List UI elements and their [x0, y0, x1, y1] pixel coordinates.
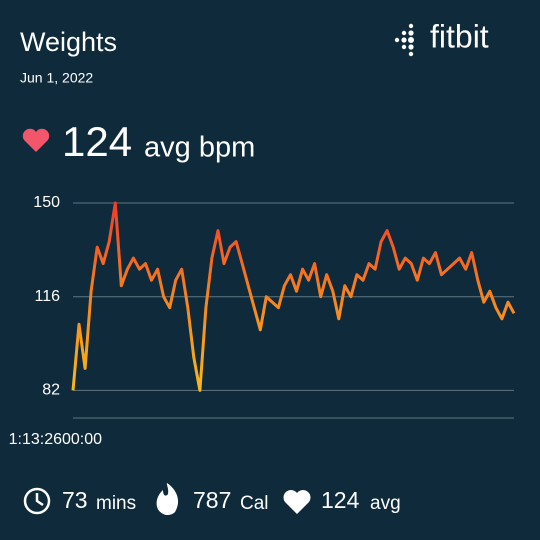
- x-tick-label: 1:13:26: [9, 431, 62, 448]
- avg-unit: avg bpm: [144, 132, 255, 164]
- heart-rate-line: [71, 201, 516, 392]
- y-tick-label: 116: [34, 288, 60, 305]
- title: Weights: [20, 27, 117, 57]
- stat-unit: avg: [370, 493, 401, 514]
- brand-logo: [394, 23, 414, 57]
- brand-name: fitbit: [430, 18, 489, 54]
- stat-unit: Cal: [240, 493, 269, 514]
- x-tick-label: 00:00: [62, 431, 102, 448]
- heart-icon: [22, 128, 50, 152]
- stat-value: 787: [193, 487, 231, 513]
- stat-unit: mins: [96, 493, 136, 514]
- stat-value: 73: [62, 487, 88, 513]
- stats: 73 mins 787 Cal 124 avg: [23, 483, 401, 515]
- date: Jun 1, 2022: [20, 70, 93, 86]
- y-tick-label: 82: [42, 382, 60, 399]
- y-tick-label: 150: [33, 194, 60, 211]
- stat-value: 124: [321, 487, 360, 513]
- avg-value: 124: [62, 118, 132, 165]
